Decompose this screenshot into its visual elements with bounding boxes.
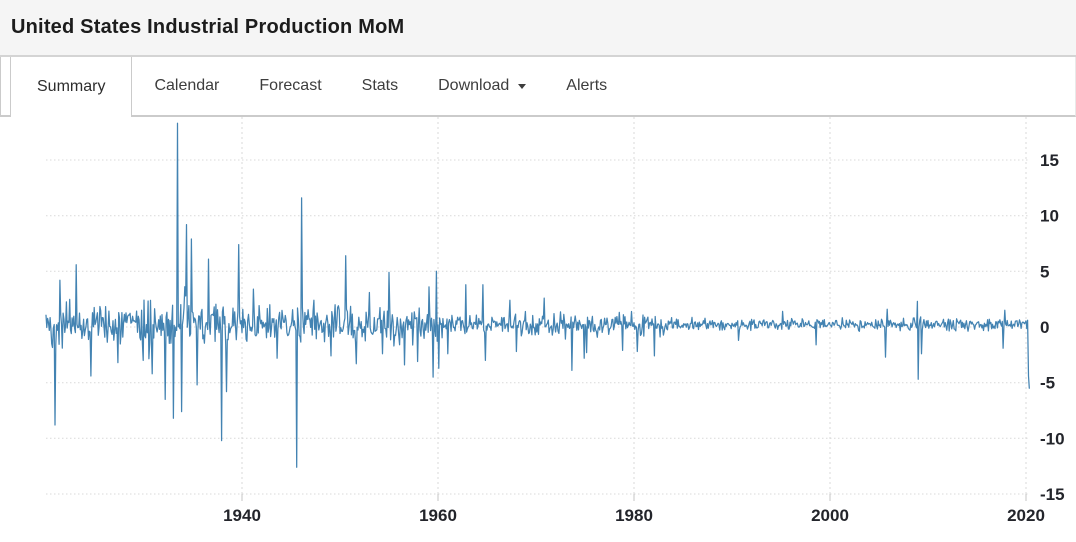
tab-download[interactable]: Download [420,57,544,115]
y-axis-label: -15 [1040,485,1065,504]
x-axis-label: 1940 [223,506,261,525]
tab-forecast[interactable]: Forecast [241,57,339,115]
tab-label: Calendar [154,77,220,94]
y-axis-label: -10 [1040,429,1065,448]
tab-summary[interactable]: Summary [10,57,133,117]
tab-calendar[interactable]: Calendar [136,57,237,115]
page-header: United States Industrial Production MoM [0,0,1076,57]
timeseries-chart[interactable]: 15 10 5 0 -5 -10 -15 1940 1960 1980 2000 2020 [0,117,1076,542]
y-axis-label: 10 [1040,207,1059,226]
tab-label: Alerts [566,77,608,94]
tab-alerts[interactable]: Alerts [548,57,625,115]
y-axis-label: 15 [1040,151,1059,170]
x-axis-label: 1980 [615,506,653,525]
chart-area[interactable]: 15 10 5 0 -5 -10 -15 1940 1960 1980 2000 2020 [0,117,1076,542]
tab-label: Stats [361,77,399,94]
tab-label: Download [438,77,510,94]
x-axis-label: 2000 [811,506,849,525]
tab-bar: Summary Calendar Forecast Stats Download Aler… [0,57,1076,117]
tab-stats[interactable]: Stats [344,57,416,115]
y-axis-label: -5 [1040,374,1055,393]
x-axis-label: 1960 [419,506,457,525]
x-axis-label: 2020 [1007,506,1045,525]
tab-label: Summary [37,78,106,95]
series-line [45,122,1030,468]
y-axis-label: 5 [1040,262,1049,281]
tab-label: Forecast [259,77,322,94]
caret-down-icon [518,83,527,89]
page-title: United States Industrial Production MoM [11,16,405,38]
y-axis-label: 0 [1040,318,1049,337]
